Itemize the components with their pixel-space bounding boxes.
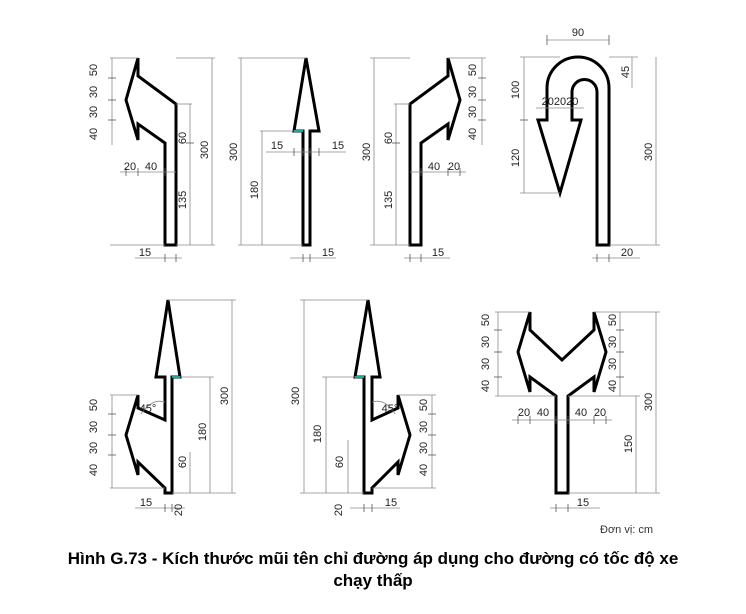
dim-label: 50 — [607, 314, 619, 326]
dim-label: 150 — [623, 435, 635, 453]
caption-line-2: chạy thấp — [333, 571, 413, 590]
dim-label: 30 — [467, 86, 479, 98]
arrow-fork-dimensions: 50 30 30 40 50 30 30 40 300 150 20 40 40… — [480, 311, 660, 512]
arrow-straight-outline — [292, 57, 321, 247]
dim-label: 50 — [418, 399, 430, 411]
arrow-right-turn-outline — [408, 57, 462, 247]
dim-label: 90 — [572, 27, 584, 39]
unit-label: Đơn vị: cm — [600, 524, 654, 536]
dim-label: 40 — [537, 407, 549, 419]
dim-label: 45 — [620, 66, 632, 78]
arrow-right-turn-dimensions: 300 60 135 50 30 30 40 40 20 15 — [361, 57, 486, 262]
figure-caption: Hình G.73 - Kích thước mũi tên chỉ đường… — [0, 548, 746, 592]
dim-label: 30 — [418, 442, 430, 454]
dim-label: 50 — [467, 64, 479, 76]
dim-label: 135 — [383, 191, 395, 209]
dim-label: 15 — [385, 497, 397, 509]
dim-label: 30 — [480, 336, 492, 348]
dim-label: 100 — [510, 81, 522, 99]
dim-label: 30 — [88, 442, 100, 454]
dim-label: 30 — [418, 421, 430, 433]
dim-label: 30 — [467, 106, 479, 118]
dim-label: 300 — [290, 387, 302, 405]
dim-label: 15 — [577, 497, 589, 509]
dim-label: 120 — [510, 149, 522, 167]
arrow-straight-left-dimensions: 45° 50 30 30 40 300 180 60 15 20 — [88, 299, 236, 516]
arrow-left-turn-dimensions: 50 30 30 40 60 300 135 20 40 15 — [88, 57, 215, 262]
arrow-fork-outline — [516, 311, 608, 495]
dim-label: 30 — [607, 358, 619, 370]
arrow-straight-right: 45° 300 180 60 50 30 30 40 20 15 — [290, 299, 436, 516]
dim-label: 180 — [197, 423, 209, 441]
arrow-straight-left: 45° 50 30 30 40 300 180 60 15 20 — [88, 299, 236, 516]
dim-label: 40 — [88, 128, 100, 140]
arrow-straight-right-outline — [353, 299, 412, 495]
dim-label: 50 — [88, 64, 100, 76]
arrow-u-turn-dimensions: 90 45 300 100 120 202020 20 — [510, 27, 660, 262]
dim-label: 20 — [594, 407, 606, 419]
dim-label: 30 — [480, 358, 492, 370]
dim-label: 180 — [249, 181, 261, 199]
dim-label: 202020 — [542, 96, 579, 108]
dim-label: 180 — [312, 425, 324, 443]
dim-label: 40 — [88, 464, 100, 476]
dim-label: 20 — [518, 407, 530, 419]
dim-label: 300 — [219, 387, 231, 405]
arrow-straight-right-dimensions: 45° 300 180 60 50 30 30 40 20 15 — [290, 299, 436, 516]
arrow-fork: 50 30 30 40 50 30 30 40 300 150 20 40 40… — [480, 311, 660, 512]
dim-label: 30 — [88, 421, 100, 433]
dim-label: 20 — [173, 504, 185, 516]
dim-label: 300 — [361, 143, 373, 161]
arrow-right-turn: 300 60 135 50 30 30 40 40 20 15 — [361, 57, 486, 262]
arrow-straight: 300 180 15 15 15 — [228, 57, 346, 262]
dim-label: 45° — [382, 403, 399, 415]
dim-label: 15 — [322, 247, 334, 259]
dim-label: 40 — [607, 380, 619, 392]
arrow-left-turn-outline — [124, 57, 178, 247]
dim-label: 20 — [124, 161, 136, 173]
arrow-straight-dimensions: 300 180 15 15 15 — [228, 57, 346, 262]
dim-label: 30 — [607, 336, 619, 348]
dim-label: 40 — [575, 407, 587, 419]
dim-label: 60 — [334, 456, 346, 468]
dim-label: 15 — [271, 140, 283, 152]
dim-label: 50 — [88, 399, 100, 411]
arrow-u-turn-outline — [535, 55, 611, 247]
dim-label: 20 — [621, 247, 633, 259]
dim-label: 40 — [145, 161, 157, 173]
dim-label: 40 — [418, 464, 430, 476]
dim-label: 20 — [448, 161, 460, 173]
dim-label: 135 — [177, 191, 189, 209]
dim-label: 30 — [88, 106, 100, 118]
dim-label: 300 — [643, 393, 655, 411]
dim-label: 300 — [643, 143, 655, 161]
dim-label: 15 — [140, 497, 152, 509]
arrow-u-turn: 90 45 300 100 120 202020 20 — [510, 27, 660, 262]
dim-label: 50 — [480, 314, 492, 326]
dim-label: 60 — [383, 132, 395, 144]
dim-label: 40 — [480, 380, 492, 392]
dim-label: 60 — [177, 456, 189, 468]
dim-label: 15 — [332, 140, 344, 152]
arrow-straight-left-outline — [124, 299, 182, 495]
dim-label: 300 — [199, 141, 211, 159]
dim-label: 300 — [228, 143, 240, 161]
dim-label: 20 — [333, 504, 345, 516]
dim-label: 15 — [139, 247, 151, 259]
arrow-left-turn: 50 30 30 40 60 300 135 20 40 15 — [88, 57, 215, 262]
dim-label: 30 — [88, 86, 100, 98]
dim-label: 40 — [428, 161, 440, 173]
dim-label: 45° — [140, 403, 157, 415]
caption-line-1: Hình G.73 - Kích thước mũi tên chỉ đường… — [67, 549, 679, 568]
dim-label: 15 — [432, 247, 444, 259]
dim-label: 40 — [467, 128, 479, 140]
dim-label: 60 — [177, 132, 189, 144]
